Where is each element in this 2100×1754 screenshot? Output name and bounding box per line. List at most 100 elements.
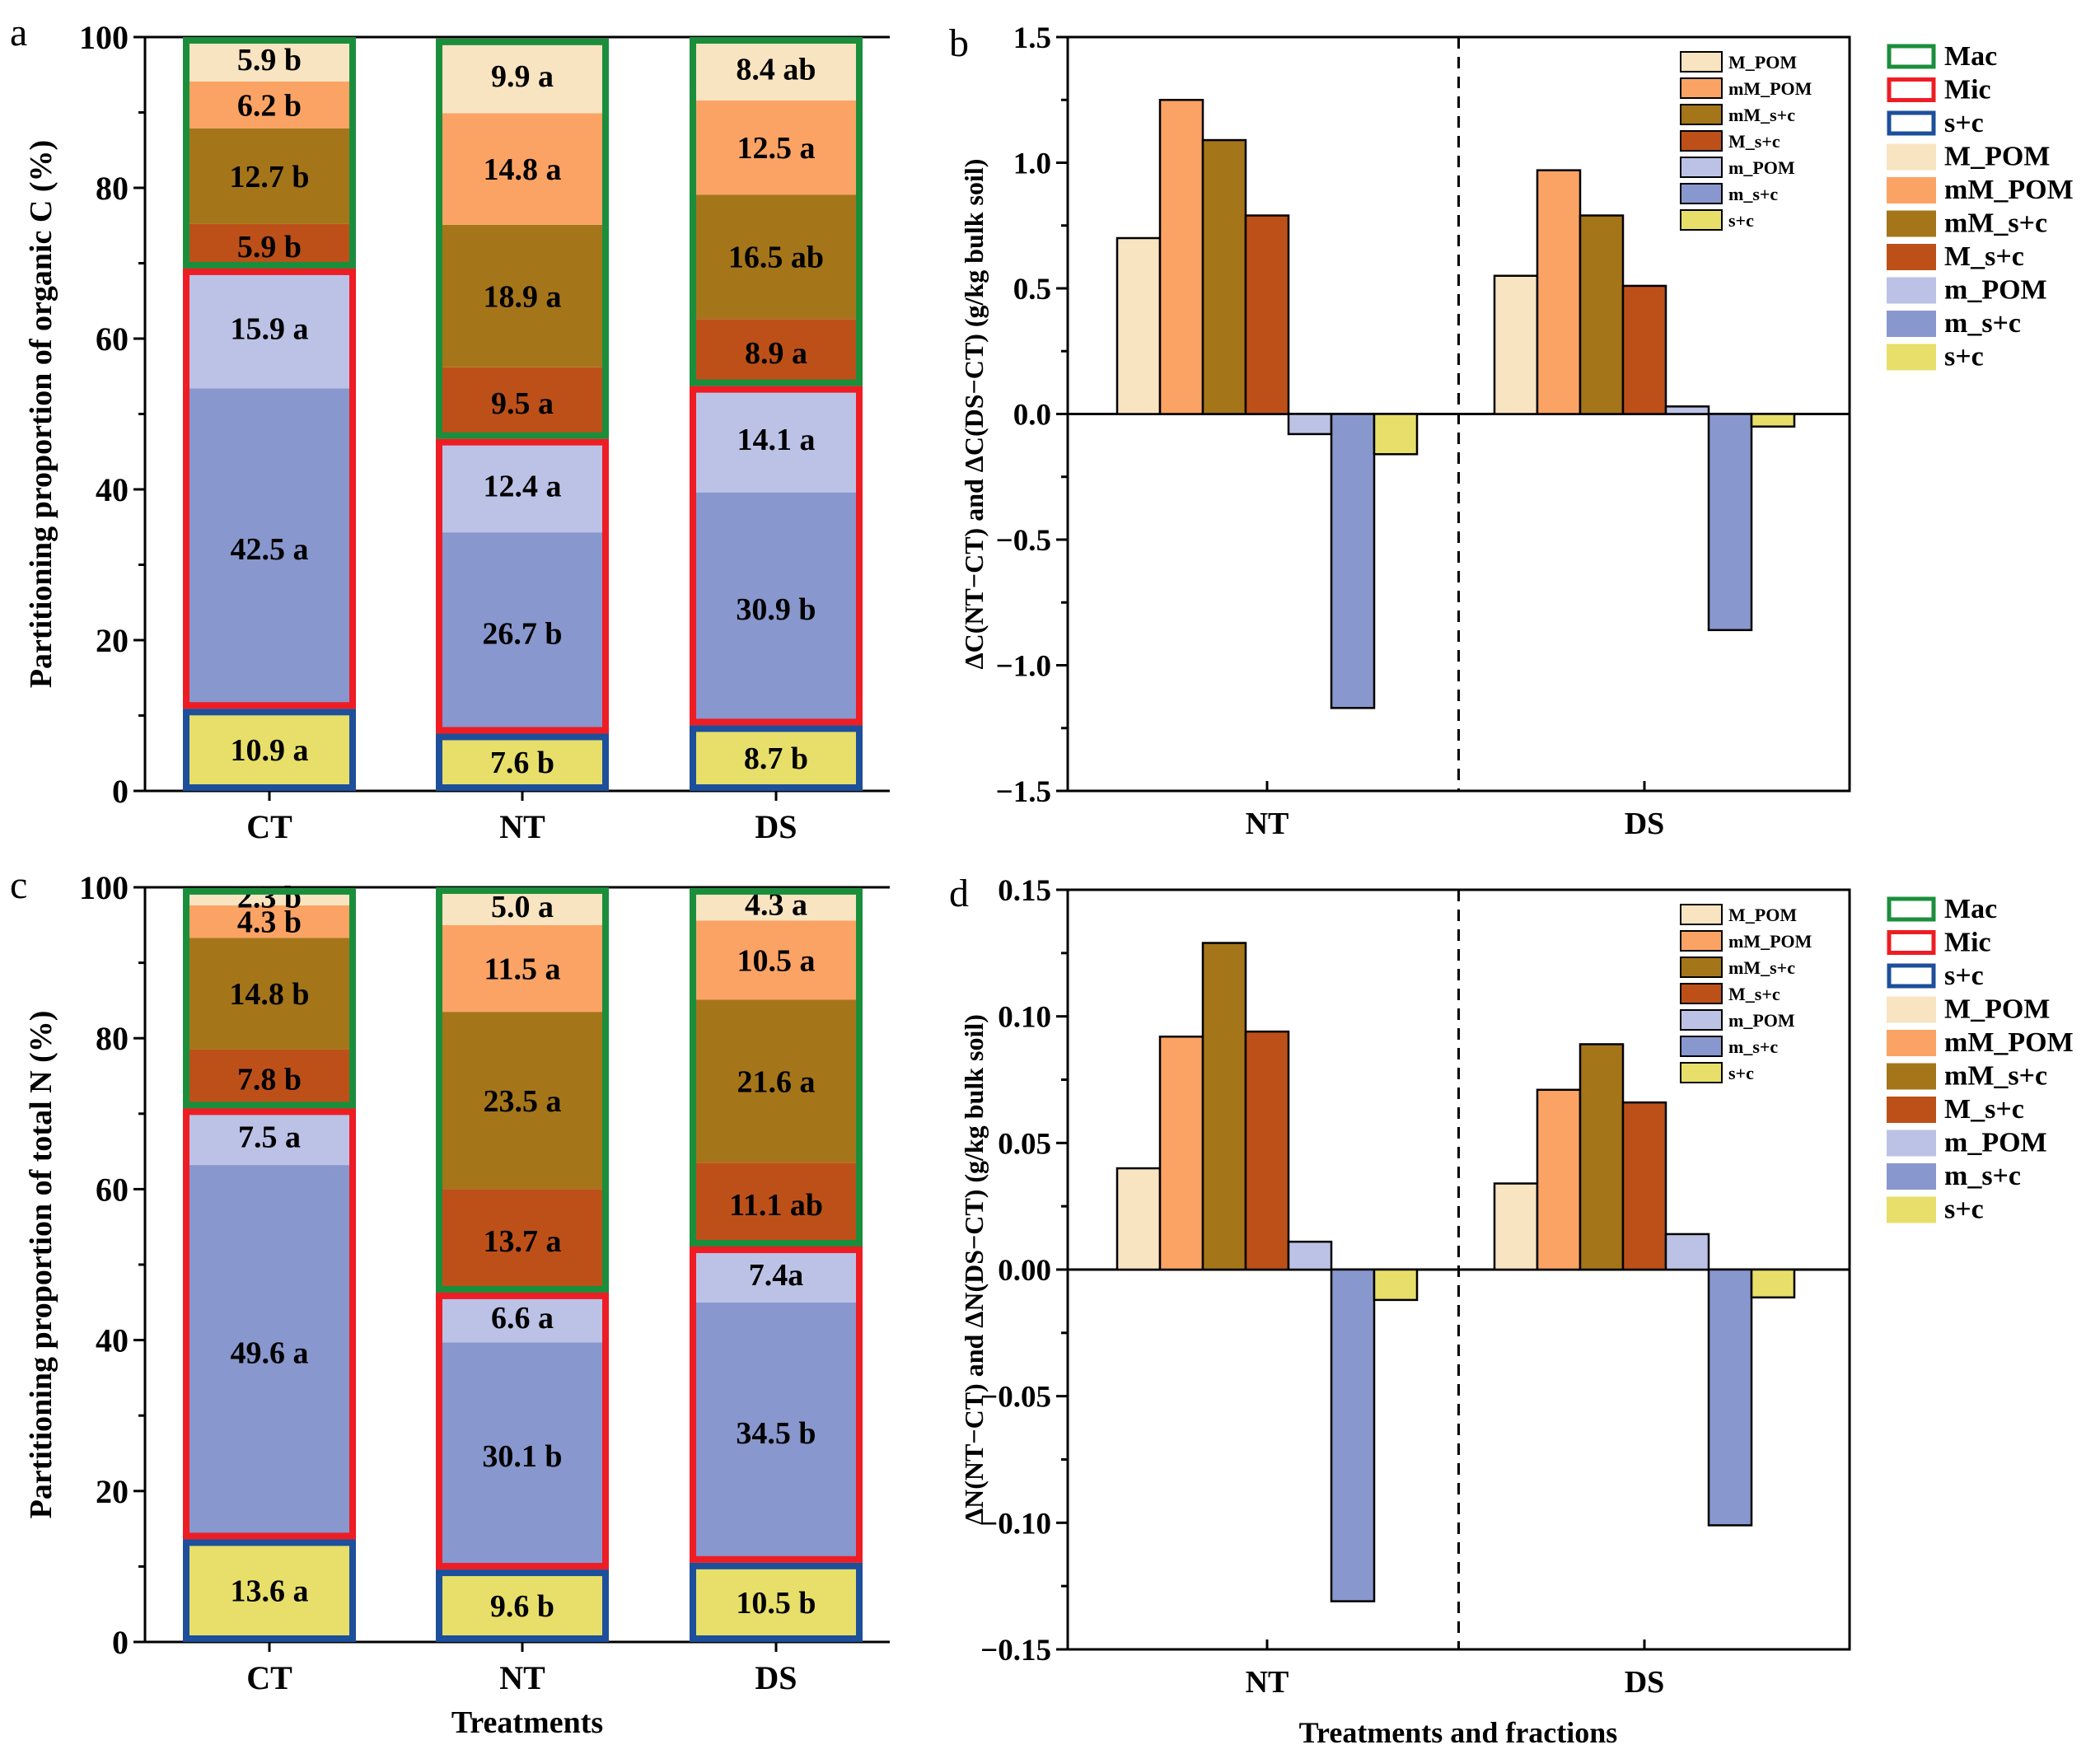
b-outer-legend-swatch-m-splusc <box>1887 244 1936 270</box>
c-data-label-ct-m-splusc: 7.8 b <box>237 1063 302 1097</box>
b-bar-ds-mm-pom <box>1536 169 1582 415</box>
c-bar-nt-splusc <box>436 1569 609 1642</box>
c-data-label-nt-m-splusc: 30.1 b <box>482 1439 562 1474</box>
c-data-label-ds-m-pom: 7.4a <box>749 1258 804 1293</box>
d-bar-nt-m-pom <box>1115 1167 1162 1271</box>
c-bar-ct-m-splusc <box>183 1165 356 1540</box>
c-bar-ds-splusc <box>690 1562 863 1642</box>
b-outer-legend-label-m-pom: M_POM <box>1944 142 2050 172</box>
a-box-mic-ds <box>690 386 863 726</box>
c-box-mac-ds <box>690 887 863 1247</box>
a-x-tick-label-ct: CT <box>246 808 292 845</box>
d-outer-legend-swatch-mm-pom <box>1887 1030 1936 1056</box>
d-legend-swatch-mm-pom <box>1680 930 1723 952</box>
b-bar-ds-m-pom <box>1493 274 1539 415</box>
a-y-tick-label: 40 <box>96 471 129 508</box>
b-legend-label-m-pom: m_POM <box>1728 157 1795 178</box>
b-legend-label-m-splusc: M_s+c <box>1728 131 1780 152</box>
d-bar-ds-mm-pom <box>1536 1088 1582 1271</box>
b-legend-swatch-m-pom <box>1680 51 1723 72</box>
a-data-label-ct-m-pom: 5.9 b <box>237 43 302 77</box>
b-outer-legend-label-m-splusc: M_s+c <box>1944 241 2024 272</box>
a-data-label-nt-m-splusc: 9.5 a <box>491 386 554 421</box>
d-outer-legend-label-m-pom: m_POM <box>1944 1128 2047 1158</box>
b-legend-label-mm-splusc: mM_s+c <box>1728 105 1795 125</box>
c-data-label-ds-m-splusc: 11.1 ab <box>729 1188 823 1223</box>
b-bar-nt-mm-splusc <box>1201 138 1247 415</box>
a-box-sc-ct <box>183 709 356 792</box>
d-bar-nt-mm-pom <box>1158 1036 1204 1271</box>
a-bar-ds-splusc <box>690 725 863 791</box>
b-legend-swatch-m-splusc <box>1680 183 1723 204</box>
a-bar-ds-mm-splusc <box>690 194 863 320</box>
d-outer-legend-swatch-m-splusc <box>1887 1097 1936 1123</box>
d-y-tick-label: −0.05 <box>980 1381 1051 1415</box>
c-data-label-ct-splusc: 13.6 a <box>231 1574 309 1609</box>
c-bar-ds-mm-pom <box>690 920 863 1000</box>
d-y-tick-label: 0.05 <box>998 1127 1051 1161</box>
b-bar-ds-m-splusc <box>1621 284 1667 415</box>
b-outer-legend-label-mm-pom: mM_POM <box>1944 175 2074 205</box>
c-y-tick-label: 60 <box>96 1171 129 1208</box>
a-bar-ds-m-pom <box>690 386 863 493</box>
panel-letter-c: c <box>10 863 27 907</box>
c-y-tick-label: 20 <box>96 1473 129 1510</box>
b-x-tick-label-ds: DS <box>1625 807 1665 841</box>
a-data-label-ds-m-pom: 14.1 a <box>737 423 816 457</box>
a-y-tick-label: 0 <box>112 773 129 810</box>
a-box-sc-ds <box>690 725 863 792</box>
d-bar-ds-splusc <box>1750 1268 1796 1299</box>
c-bar-ds-m-splusc <box>690 1302 863 1563</box>
c-box-mic-nt <box>436 1292 609 1570</box>
b-y-tick-label: −1.0 <box>996 650 1051 684</box>
b-outer-legend-box-mic <box>1887 77 1936 102</box>
d-outer-legend-box-mac <box>1887 896 1936 922</box>
c-bar-nt-mm-pom <box>436 924 609 1013</box>
a-y-tick-label: 100 <box>79 19 129 56</box>
d-legend-swatch-m-splusc <box>1680 1036 1723 1057</box>
c-y-tick-label: 40 <box>96 1322 129 1359</box>
panel-b-delta-chart: −1.5 −1.0 −0.5 0.0 0.5 1.0 1.5 ΔC(NT−CT) and ΔC… <box>959 21 2074 841</box>
c-bar-ct-mm-pom <box>183 905 356 938</box>
b-legend-swatch-mm-pom <box>1680 77 1723 99</box>
d-outer-legend-swatch-splusc <box>1887 1196 1936 1223</box>
d-bar-ds-mm-splusc <box>1579 1043 1625 1271</box>
a-data-label-ds-m-pom: 8.4 ab <box>736 52 816 87</box>
a-bar-ct-m-splusc <box>183 223 356 269</box>
b-outer-legend-swatch-m-splusc <box>1887 311 1936 337</box>
a-data-label-ds-splusc: 8.7 b <box>744 741 808 776</box>
b-outer-legend-label-mac: Mac <box>1944 41 1997 72</box>
c-x-tick-label-ds: DS <box>755 1659 797 1696</box>
c-bar-nt-mm-splusc <box>436 1012 609 1190</box>
d-outer-legend-label-mm-pom: mM_POM <box>1944 1027 2074 1058</box>
b-y-tick-label: 1.0 <box>1013 147 1051 181</box>
d-legend-label-splusc: s+c <box>1728 1063 1754 1083</box>
b-bar-ds-splusc <box>1750 413 1796 428</box>
b-legend-label-mm-pom: mM_POM <box>1728 78 1812 99</box>
d-outer-legend-box-splusc <box>1887 963 1936 989</box>
d-outer-legend-label-mic: Mic <box>1944 928 1991 958</box>
a-box-sc-nt <box>436 733 609 792</box>
d-legend-swatch-m-splusc <box>1680 983 1723 1004</box>
d-outer-legend-label-mac: Mac <box>1944 894 1997 924</box>
a-y-tick-label: 80 <box>96 170 129 207</box>
c-data-label-ds-mm-splusc: 21.6 a <box>737 1064 816 1099</box>
a-x-tick-label-ds: DS <box>755 808 797 845</box>
b-bar-nt-splusc <box>1373 413 1419 456</box>
d-legend-swatch-m-pom <box>1680 1009 1723 1031</box>
b-outer-legend-label-m-pom: m_POM <box>1944 275 2047 306</box>
d-y-tick-label: −0.15 <box>980 1634 1051 1667</box>
d-bar-nt-m-splusc <box>1244 1030 1290 1271</box>
d-legend-swatch-m-pom <box>1680 904 1723 925</box>
c-y-tick-label: 80 <box>96 1020 129 1057</box>
a-data-label-ct-mm-splusc: 12.7 b <box>229 160 309 194</box>
a-data-label-ct-mm-pom: 6.2 b <box>237 88 302 123</box>
b-y-tick-label: 0.0 <box>1013 399 1051 433</box>
d-bar-nt-mm-splusc <box>1201 942 1247 1271</box>
a-data-label-nt-splusc: 7.6 b <box>490 746 554 780</box>
c-y-axis-title: Partitioning proportion of total N (%) <box>24 1011 58 1519</box>
c-data-label-ds-splusc: 10.5 b <box>736 1586 816 1621</box>
b-outer-legend-swatch-m-pom <box>1887 277 1936 304</box>
a-y-axis-title: Partitioning proportion of organic C (%) <box>24 140 58 688</box>
d-outer-legend-label-m-pom: M_POM <box>1944 994 2050 1025</box>
